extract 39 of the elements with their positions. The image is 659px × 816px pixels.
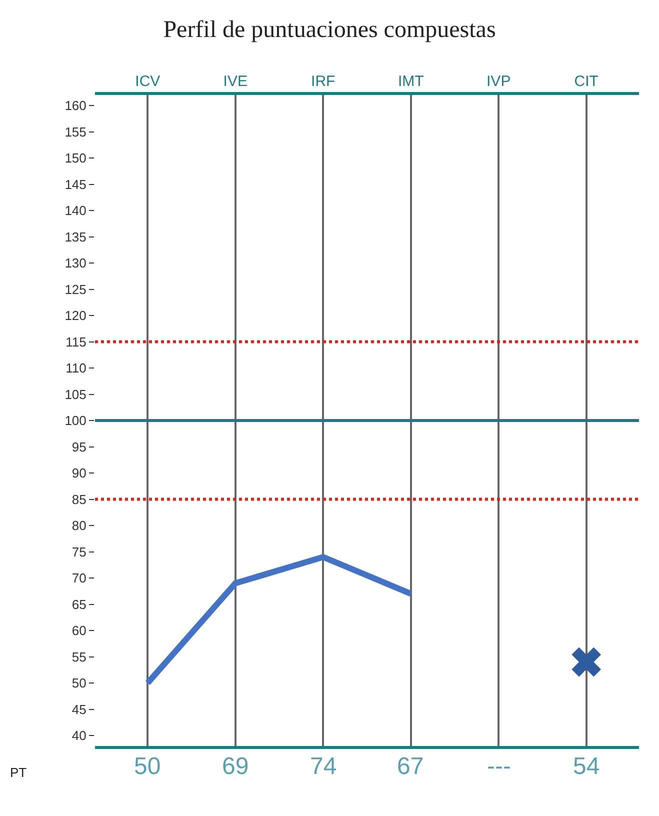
y-tick-label: 120: [64, 308, 86, 324]
y-tick-label: 65: [72, 596, 86, 612]
y-tick-label: 140: [64, 203, 86, 218]
y-tick-label: 160: [64, 98, 86, 114]
y-tick-label: 95: [72, 439, 86, 454]
y-tick-label: 125: [64, 282, 86, 297]
y-tick-label: 155: [64, 124, 86, 140]
y-tick-label: 130: [64, 256, 86, 271]
y-tick-label: 60: [72, 623, 86, 638]
text: PT: [10, 765, 27, 780]
y-tick-label: 75: [72, 544, 86, 560]
x-tick-label: ICV: [135, 73, 160, 90]
chart-title: Perfil de puntuaciones compuestas: [163, 17, 496, 44]
y-tick-label: 50: [72, 676, 86, 691]
x-tick-label: CIT: [574, 73, 598, 90]
data-label: 74: [310, 753, 337, 780]
y-tick-label: 40: [72, 728, 86, 744]
y-tick-label: 45: [72, 702, 86, 717]
y-tick-label: 115: [66, 334, 86, 350]
y-tick-label: 110: [66, 360, 86, 376]
x-tick-label: IVE: [223, 73, 248, 90]
x-tick-label: IRF: [311, 73, 336, 90]
x-tick-label: IMT: [398, 73, 424, 90]
y-tick-label: 85: [72, 492, 86, 507]
y-tick-label: 100: [64, 413, 86, 428]
y-tick-label: 145: [64, 176, 86, 192]
y-tick-label: 150: [64, 150, 86, 166]
y-tick-label: 80: [72, 518, 86, 534]
data-label: 69: [222, 753, 249, 780]
x-tick-label: IVP: [486, 73, 511, 90]
y-tick-label: 55: [72, 649, 86, 664]
data-label: 54: [573, 753, 600, 780]
data-label: 50: [134, 753, 161, 780]
y-tick-label: 90: [72, 466, 86, 481]
y-tick-label: 135: [64, 229, 86, 244]
text: ---: [487, 753, 511, 780]
data-label: 67: [397, 753, 424, 780]
y-tick-label: 70: [72, 570, 86, 586]
y-tick-label: 105: [64, 386, 86, 402]
